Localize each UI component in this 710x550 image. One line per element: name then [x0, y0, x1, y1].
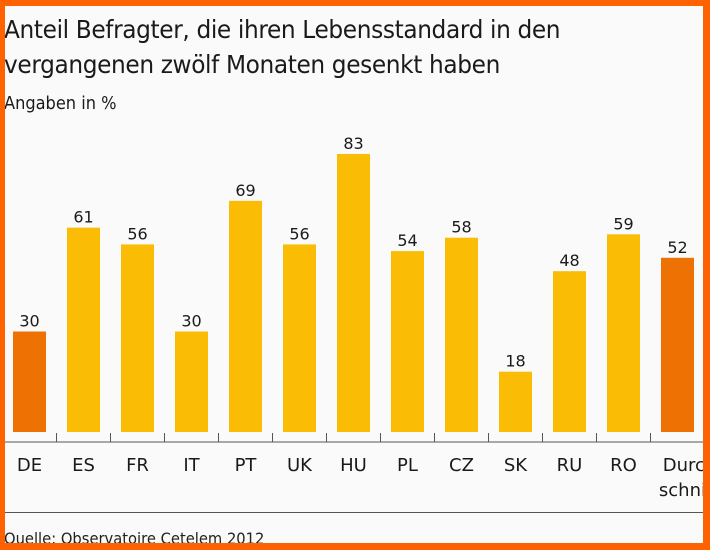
bar-value-label-ro: 59: [613, 214, 633, 233]
bar-value-label-pl: 54: [397, 231, 417, 250]
bar-value-label-durchschnitt: 52: [667, 238, 687, 257]
x-tick-label-sk: SK: [504, 455, 528, 476]
bar-hu: [337, 153, 370, 432]
bar-it: [175, 331, 208, 432]
chart-title-line-1: Anteil Befragter, die ihren Lebensstanda…: [4, 15, 561, 44]
chart-subtitle: Angaben in %: [4, 93, 117, 114]
bar-value-label-cz: 58: [451, 218, 471, 237]
x-tick-label-pl: PL: [397, 455, 418, 476]
x-tick-label-uk: UK: [287, 455, 313, 476]
bar-value-label-sk: 18: [505, 352, 525, 371]
bar-value-label-ru: 48: [559, 251, 579, 270]
bar-uk: [283, 244, 316, 432]
bar-pl: [391, 251, 424, 432]
x-tick-label-fr: FR: [126, 455, 149, 476]
bar-value-label-de: 30: [19, 312, 39, 331]
bar-de: [13, 331, 46, 432]
x-tick-label-hu: HU: [340, 455, 367, 476]
x-tick-label-cz: CZ: [449, 455, 474, 476]
bar-fr: [121, 244, 154, 432]
x-tick-label-es: ES: [72, 455, 95, 476]
x-tick-label-durchschnitt: Durch: [663, 455, 710, 476]
bar-cz: [445, 237, 478, 432]
bar-ro: [607, 234, 640, 432]
x-tick-label-ru: RU: [557, 455, 583, 476]
bar-value-label-es: 61: [73, 208, 93, 227]
bar-es: [67, 227, 100, 432]
bar-sk: [499, 371, 532, 432]
source-note: Quelle: Observatoire Cetelem 2012: [4, 529, 265, 548]
x-tick-label-ro: RO: [610, 455, 637, 476]
x-tick-label-it: IT: [183, 455, 200, 476]
x-tick-label-pt: PT: [235, 455, 258, 476]
x-tick-label-durchschnitt: schnitt: [659, 480, 710, 501]
bar-value-label-hu: 83: [343, 134, 363, 153]
chart-title-line-2: vergangenen zwölf Monaten gesenkt haben: [4, 50, 500, 79]
bar-ru: [553, 271, 586, 432]
bar-durchschnitt: [661, 257, 694, 432]
bar-pt: [229, 200, 262, 432]
bar-value-label-pt: 69: [235, 181, 255, 200]
bar-value-label-uk: 56: [289, 224, 309, 243]
chart-title: Anteil Befragter, die ihren Lebensstanda…: [4, 12, 561, 82]
bar-value-label-it: 30: [181, 312, 201, 331]
x-tick-label-de: DE: [17, 455, 42, 476]
bar-value-label-fr: 56: [127, 224, 147, 243]
footer-divider: [5, 512, 703, 513]
